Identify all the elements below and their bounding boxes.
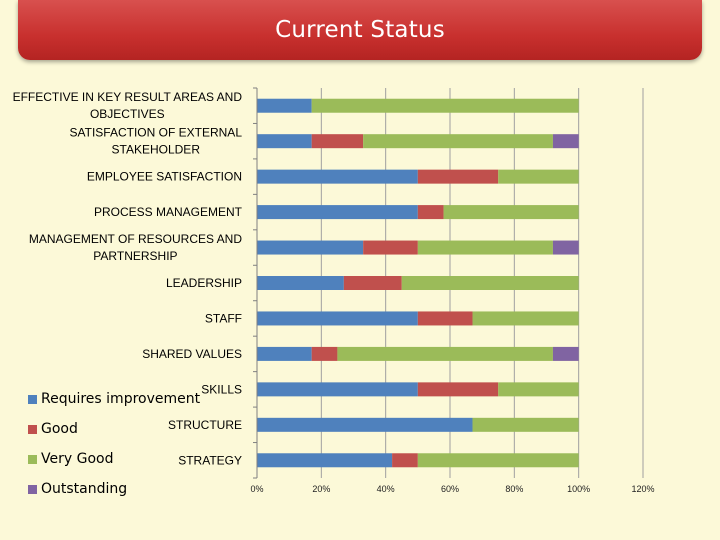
bar-segment-good bbox=[311, 346, 338, 361]
bar-segment-very-good bbox=[472, 311, 579, 326]
category-label: EFFECTIVE IN KEY RESULT AREAS AND OBJECTI… bbox=[13, 90, 243, 121]
bar-segment-very-good bbox=[417, 240, 553, 255]
bar-segment-very-good bbox=[498, 169, 579, 184]
category-label: SKILLS bbox=[201, 382, 242, 396]
bar-segment-very-good bbox=[337, 346, 553, 361]
chart-legend: Requires improvement Good Very Good Outstan… bbox=[28, 384, 200, 504]
bar-segment-requires-improvement bbox=[257, 311, 418, 326]
category-label: STRATEGY bbox=[178, 453, 242, 467]
bar-segment-requires-improvement bbox=[257, 134, 312, 149]
x-tick-label: 60% bbox=[441, 484, 459, 494]
bar-segment-outstanding bbox=[552, 346, 579, 361]
x-tick-label: 0% bbox=[250, 484, 263, 494]
bar-segment-requires-improvement bbox=[257, 276, 344, 290]
bar-segment-requires-improvement bbox=[257, 417, 473, 432]
bar-segment-good bbox=[343, 276, 402, 290]
bar-segment-very-good bbox=[443, 205, 579, 220]
legend-swatch bbox=[28, 484, 37, 494]
x-tick-label: 40% bbox=[377, 484, 395, 494]
category-label: SATISFACTION OF EXTERNAL STAKEHOLDER bbox=[70, 126, 243, 157]
legend-swatch bbox=[28, 454, 37, 464]
bar-segment-outstanding bbox=[552, 134, 579, 149]
bar-segment-requires-improvement bbox=[257, 169, 418, 184]
category-label: STAFF bbox=[205, 311, 242, 325]
category-label: LEADERSHIP bbox=[166, 276, 242, 290]
category-label: STRUCTURE bbox=[168, 418, 242, 432]
bar-segment-good bbox=[392, 453, 418, 468]
category-label: SHARED VALUES bbox=[142, 347, 242, 361]
legend-swatch bbox=[28, 424, 37, 434]
legend-label: Outstanding bbox=[41, 481, 128, 497]
bar-segment-requires-improvement bbox=[257, 205, 418, 220]
bar-segment-very-good bbox=[417, 453, 579, 468]
legend-item: Very Good bbox=[28, 444, 200, 474]
legend-swatch bbox=[28, 394, 37, 404]
x-tick-label: 80% bbox=[505, 484, 523, 494]
bar-segment-very-good bbox=[363, 134, 553, 149]
legend-label: Good bbox=[41, 421, 78, 437]
bar-segment-requires-improvement bbox=[257, 98, 312, 113]
bar-segment-good bbox=[417, 382, 499, 397]
title-banner: Current Status bbox=[18, 0, 702, 60]
bar-segment-very-good bbox=[472, 417, 579, 432]
bar-segment-good bbox=[417, 205, 444, 220]
bar-segment-good bbox=[363, 240, 418, 255]
category-label: PROCESS MANAGEMENT bbox=[94, 205, 243, 219]
bar-segment-requires-improvement bbox=[257, 346, 312, 361]
category-label: EMPLOYEE SATISFACTION bbox=[87, 170, 242, 184]
bar-segment-good bbox=[417, 169, 499, 184]
legend-item: Outstanding bbox=[28, 474, 200, 504]
category-label: MANAGEMENT OF RESOURCES AND PARTNERSHIP bbox=[29, 232, 242, 263]
x-tick-label: 120% bbox=[631, 484, 654, 494]
bar-segment-requires-improvement bbox=[257, 382, 418, 397]
bar-segment-requires-improvement bbox=[257, 240, 364, 255]
bar-segment-very-good bbox=[311, 98, 579, 113]
legend-item: Good bbox=[28, 414, 200, 444]
legend-label: Requires improvement bbox=[41, 391, 201, 407]
bar-segment-outstanding bbox=[552, 240, 579, 255]
legend-label: Very Good bbox=[41, 451, 114, 467]
bar-segment-very-good bbox=[401, 276, 579, 290]
legend-item: Requires improvement bbox=[28, 384, 200, 414]
bar-segment-very-good bbox=[498, 382, 579, 397]
chart-title: Current Status bbox=[275, 17, 445, 43]
bar-segment-good bbox=[311, 134, 364, 149]
bar-segment-requires-improvement bbox=[257, 453, 393, 468]
x-tick-label: 20% bbox=[312, 484, 330, 494]
bar-segment-good bbox=[417, 311, 473, 326]
x-tick-label: 100% bbox=[567, 484, 590, 494]
